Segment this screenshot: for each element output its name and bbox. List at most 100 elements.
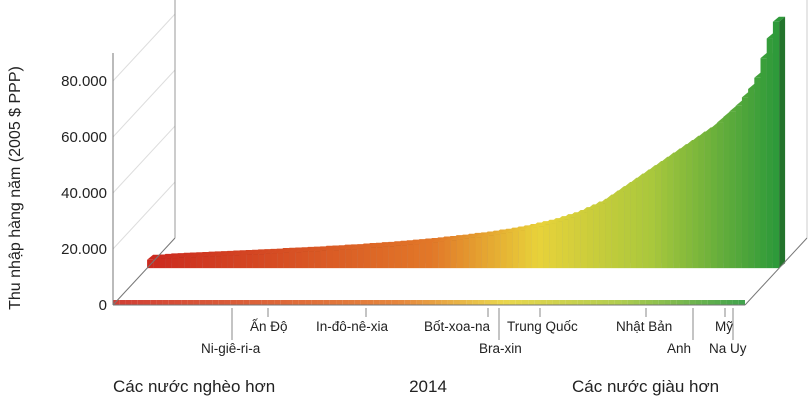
bar-14: [233, 255, 241, 269]
bar-24: [295, 252, 303, 269]
floor-strip-33: [317, 300, 324, 305]
bar-79: [636, 178, 643, 269]
floor-strip-68: [534, 300, 541, 305]
bar-top-101: [772, 16, 786, 22]
floor-strip-61: [490, 300, 498, 305]
floor-strip-84: [633, 300, 640, 305]
floor-strip-93: [689, 300, 696, 305]
bar-61: [525, 228, 532, 269]
floor-strip-72: [559, 300, 566, 305]
bar-top-43: [413, 239, 426, 245]
floor-strip-81: [614, 300, 622, 305]
bar-76: [618, 191, 625, 269]
bar-series: [113, 16, 786, 305]
bar-top-31: [339, 244, 352, 250]
bar-top-32: [345, 244, 358, 250]
bar-top-3: [165, 253, 178, 259]
bar-top-15: [240, 249, 253, 255]
floor-strip-34: [323, 300, 330, 305]
floor-strip-75: [577, 300, 584, 305]
floor-strip-40: [360, 300, 368, 305]
floor-strip-95: [701, 300, 708, 305]
bar-70: [580, 212, 588, 269]
bar-30: [332, 250, 340, 269]
bar-28: [320, 250, 327, 269]
bar-33: [351, 249, 358, 269]
bar-top-28: [320, 245, 333, 251]
floor-strip-24: [261, 300, 268, 305]
bar-78: [630, 182, 637, 269]
floor-strip-91: [676, 300, 684, 305]
bar-top-38: [382, 241, 395, 247]
bar-31: [339, 249, 346, 269]
bar-top-2: [159, 253, 172, 259]
bar-80: [642, 174, 649, 269]
floor-strip-26: [274, 300, 281, 305]
floor-strip-67: [528, 300, 535, 305]
bar-top-30: [332, 245, 346, 251]
bar-top-54: [481, 231, 494, 237]
bar-top-51: [463, 233, 476, 239]
bar-top-13: [227, 250, 240, 256]
bar-top-0: [147, 254, 160, 260]
bar-5: [178, 257, 185, 269]
bar-88: [692, 140, 699, 269]
bar-10: [209, 256, 216, 269]
floor-strip-60: [484, 300, 491, 305]
floor-strip-15: [205, 300, 213, 305]
bar-top-58: [506, 227, 519, 233]
bar-top-4: [171, 253, 185, 259]
bar-77: [624, 186, 631, 269]
floor-strip-99: [726, 300, 733, 305]
y-tick-label-1: 20.000: [61, 241, 107, 258]
bar-54: [481, 236, 488, 269]
floor-strip-28: [286, 300, 293, 305]
bar-101: [772, 21, 780, 269]
floor-strip-38: [348, 300, 355, 305]
bar-84: [667, 157, 674, 269]
bar-top-59: [512, 226, 525, 232]
floor-strip-7: [156, 300, 163, 305]
bar-top-20: [271, 248, 284, 254]
floor-strip-39: [354, 300, 361, 305]
bar-top-11: [215, 251, 228, 257]
floor-strip-3: [131, 300, 138, 305]
bar-top-27: [314, 246, 327, 252]
bar-23: [289, 252, 296, 269]
bar-top-24: [295, 247, 309, 253]
bar-37: [376, 247, 383, 269]
bar-top-56: [494, 229, 507, 235]
bar-73: [599, 203, 606, 269]
floor-strip-5: [143, 300, 151, 305]
bar-top-23: [289, 247, 302, 253]
bar-51: [463, 238, 470, 269]
floor-strip-77: [590, 300, 597, 305]
bar-45: [425, 242, 433, 269]
bar-52: [469, 237, 476, 269]
bar-64: [543, 224, 550, 269]
floor-strip-85: [639, 300, 646, 305]
bar-top-42: [407, 239, 420, 245]
floor-strip-14: [199, 300, 206, 305]
floor-strip-65: [515, 300, 522, 305]
floor-strip-43: [379, 300, 386, 305]
bar-top-19: [264, 248, 278, 254]
floor-strip-70: [546, 300, 553, 305]
floor-strip-21: [243, 300, 250, 305]
bar-35: [363, 247, 371, 269]
bar-42: [407, 244, 414, 269]
bar-top-25: [302, 246, 315, 252]
floor-strip-19: [230, 300, 237, 305]
bar-91: [710, 128, 718, 269]
bar-90: [704, 132, 711, 269]
floor-strip-83: [627, 300, 634, 305]
bar-0: [147, 259, 154, 269]
bar-top-48: [444, 235, 457, 241]
floor-strip-0: [113, 300, 120, 305]
bar-top-33: [351, 244, 364, 250]
country-label-usa: Mỹ: [715, 319, 733, 334]
gridline-side-1: [112, 181, 176, 250]
bar-top-55: [487, 230, 501, 236]
bar-1: [153, 259, 160, 269]
floor-strip-49: [416, 300, 423, 305]
